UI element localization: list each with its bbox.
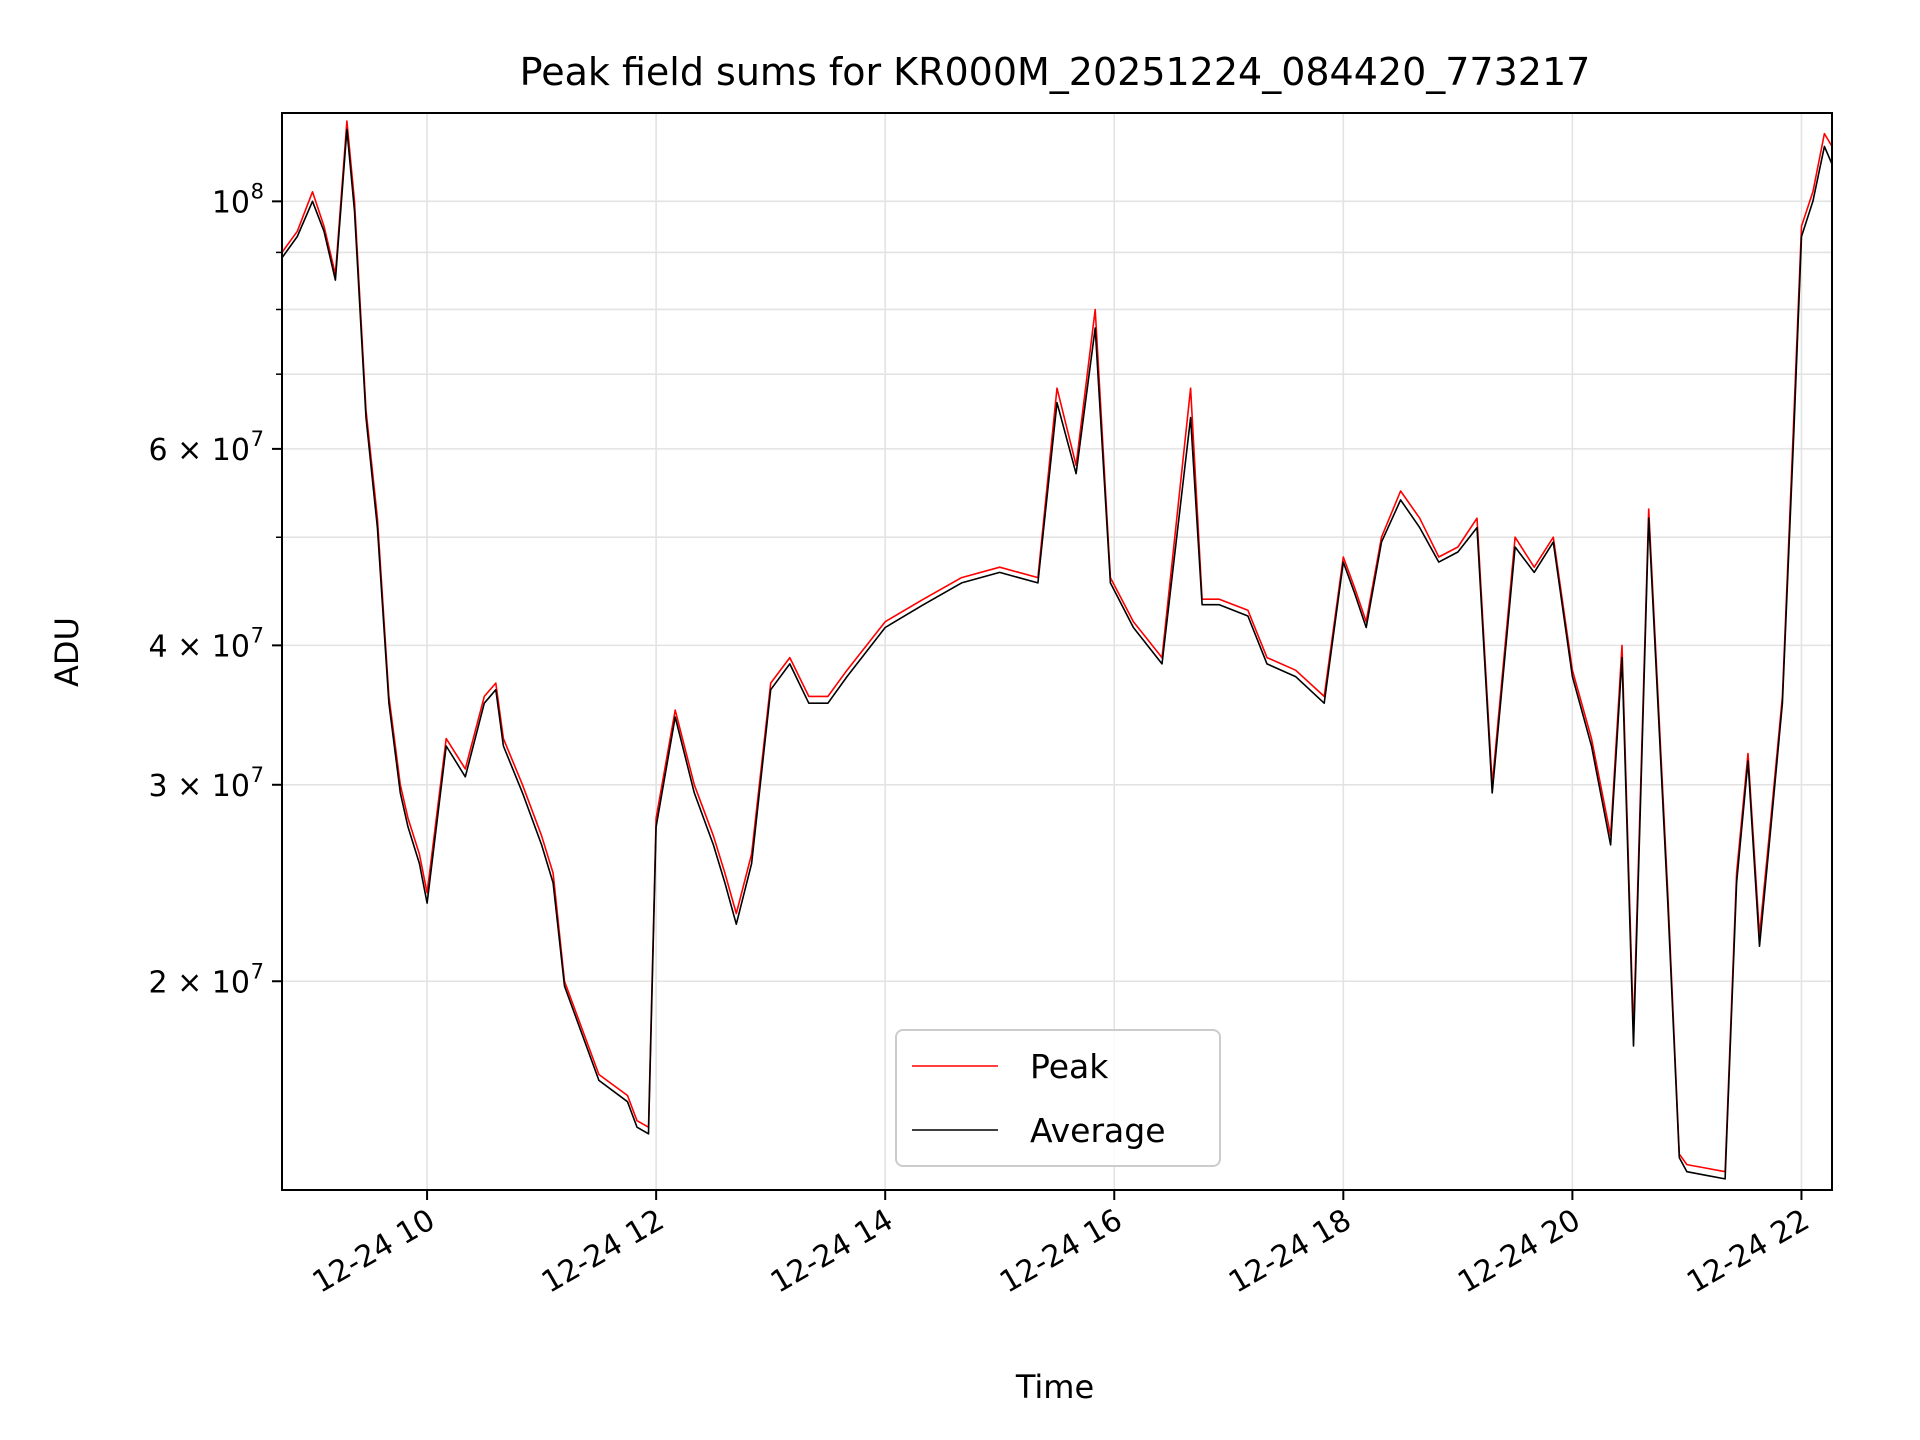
y-tick-label: 2 × 10 bbox=[149, 965, 250, 1000]
legend-label-peak: Peak bbox=[1030, 1047, 1109, 1086]
series-line-average bbox=[281, 128, 1833, 1180]
y-tick-label: 4 × 10 bbox=[149, 629, 250, 664]
legend-box bbox=[895, 1029, 1221, 1167]
series-line-peak bbox=[281, 120, 1833, 1173]
legend-label-average: Average bbox=[1030, 1111, 1166, 1150]
plot-frame bbox=[281, 112, 1833, 1191]
series-lines bbox=[281, 120, 1833, 1180]
y-tick-label: 10 bbox=[212, 185, 250, 220]
y-tick-exponent: 7 bbox=[251, 623, 264, 647]
chart-title: Peak field sums for KR000M_20251224_0844… bbox=[520, 50, 1591, 94]
x-axis-label: Time bbox=[1015, 1368, 1094, 1406]
y-tick-exponent: 7 bbox=[251, 959, 264, 983]
y-tick-label: 3 × 10 bbox=[149, 769, 250, 804]
legend: Peak Average bbox=[895, 1029, 1221, 1167]
y-tick-label: 6 × 10 bbox=[149, 433, 250, 468]
y-tick-exponent: 8 bbox=[251, 179, 264, 203]
y-axis-label: ADU bbox=[48, 617, 86, 687]
grid bbox=[282, 113, 1832, 1190]
y-tick-exponent: 7 bbox=[251, 763, 264, 787]
y-tick-exponent: 7 bbox=[251, 427, 264, 451]
